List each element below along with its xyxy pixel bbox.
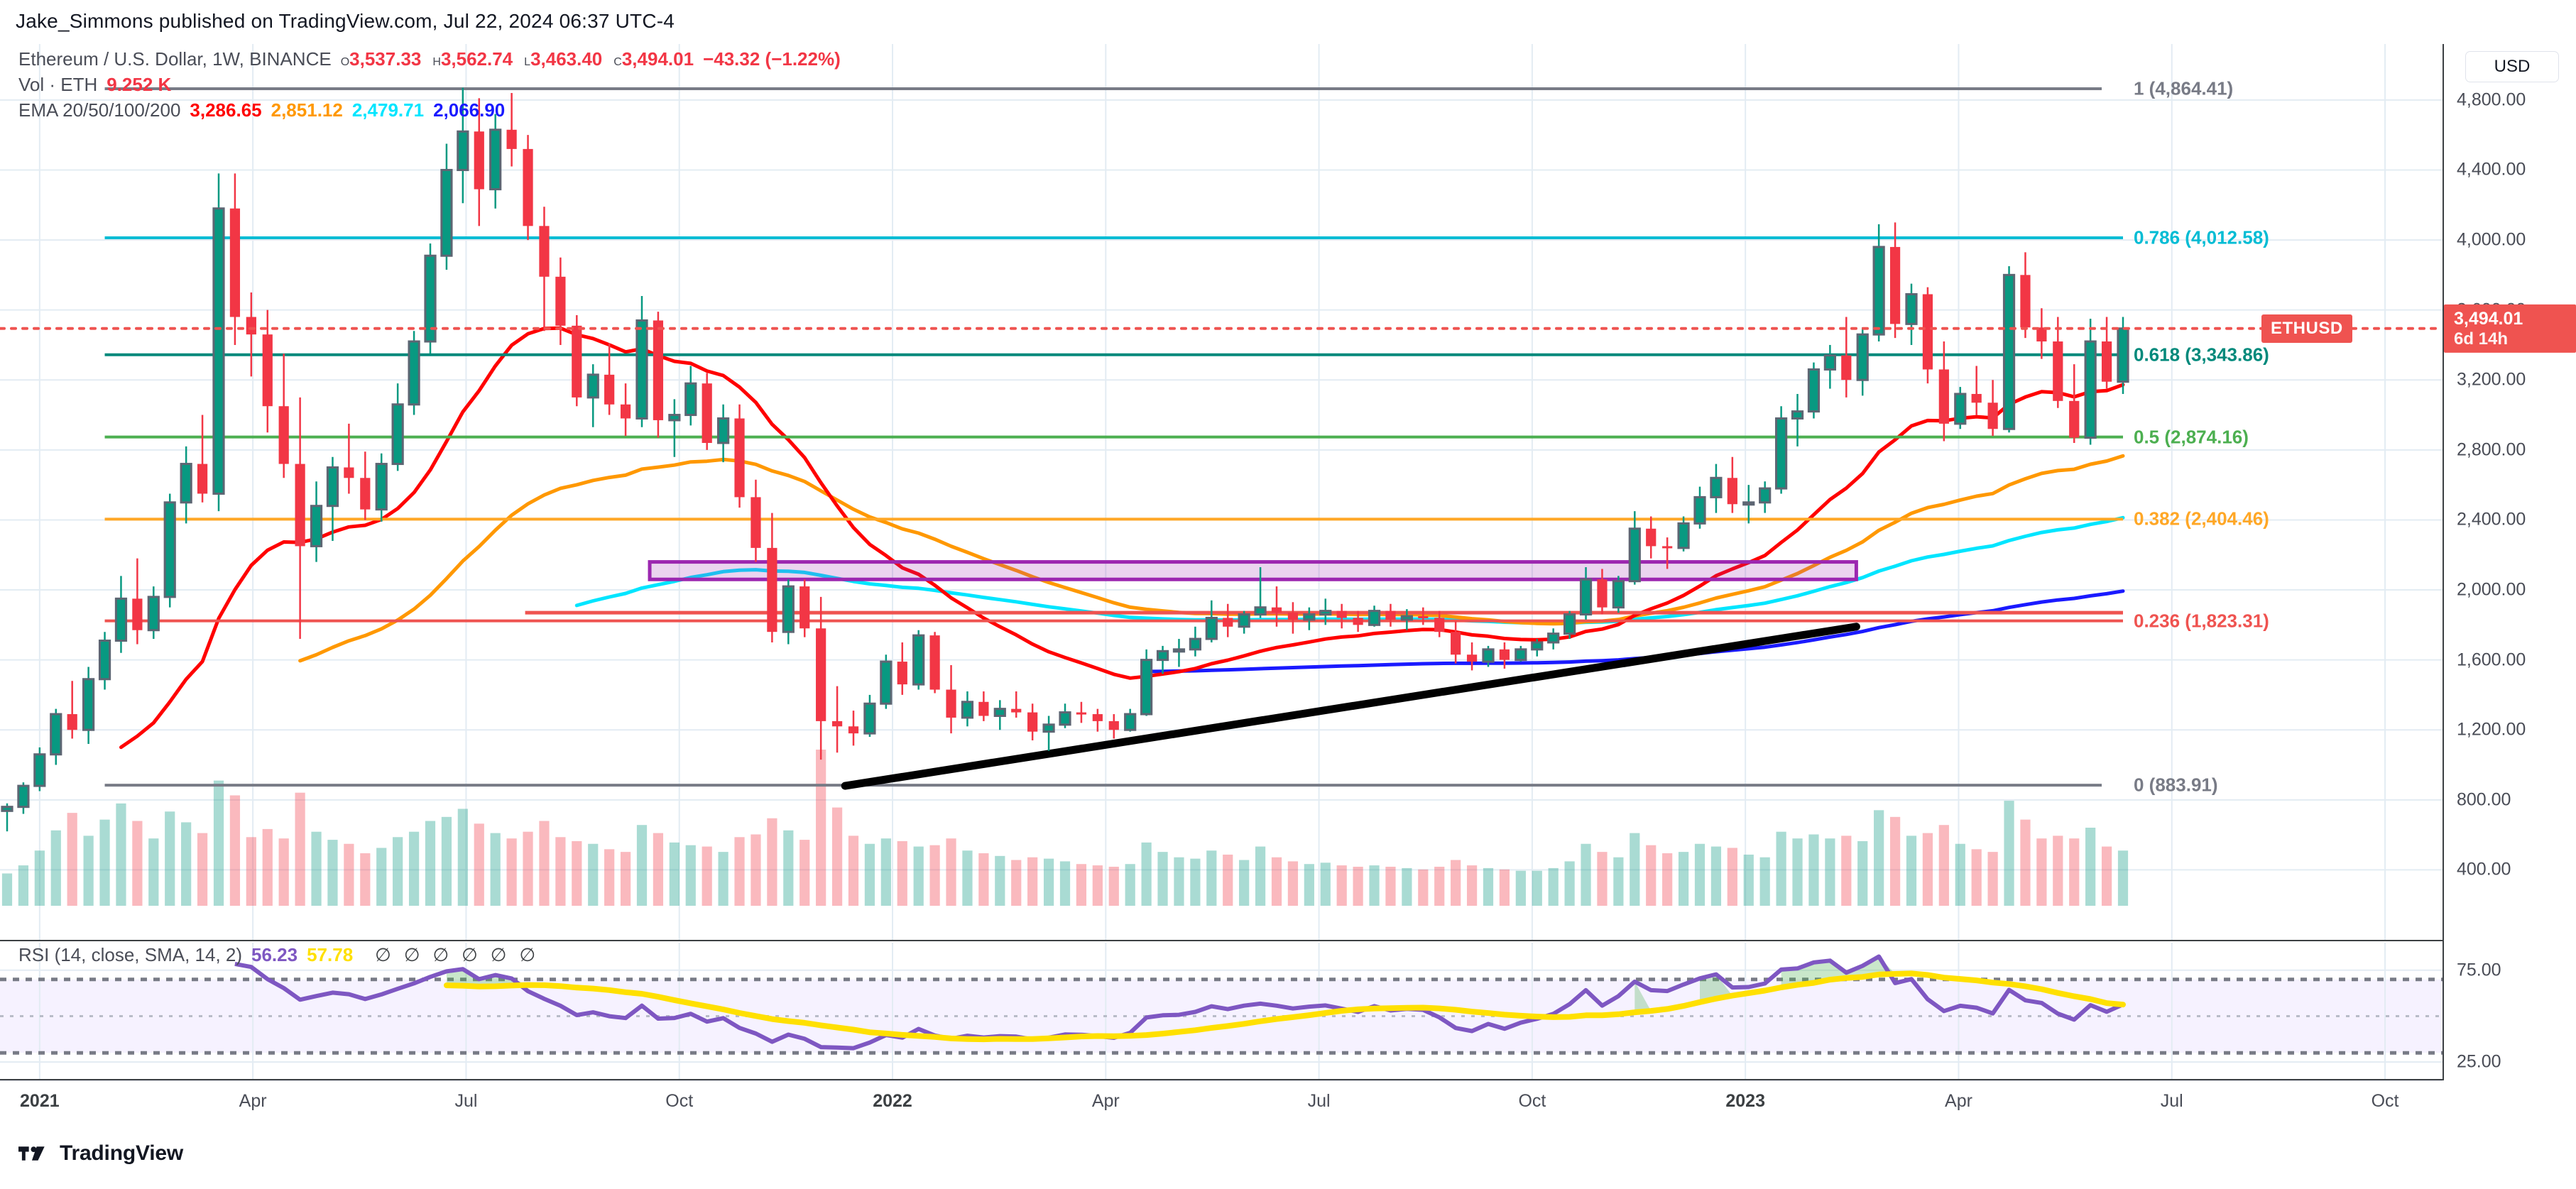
time-axis-tick: Jul: [1307, 1091, 1331, 1111]
price-chart-canvas: [0, 44, 2443, 940]
time-axis-tick: Apr: [1091, 1091, 1120, 1111]
time-axis-tick: Jul: [2160, 1091, 2183, 1111]
price-axis-tick: 2,800.00: [2457, 439, 2526, 460]
price-axis-tick: 1,600.00: [2457, 650, 2526, 670]
price-axis-tick: 4,000.00: [2457, 229, 2526, 250]
price-pane[interactable]: [0, 44, 2443, 940]
rsi-axis-tick: 25.00: [2457, 1051, 2501, 1072]
price-axis-tick: 2,400.00: [2457, 509, 2526, 530]
ethusd-price-tag: ETHUSD: [2261, 314, 2352, 343]
price-axis-tick: 4,400.00: [2457, 159, 2526, 180]
price-axis-tick: 2,000.00: [2457, 579, 2526, 600]
published-byline: Jake_Simmons published on TradingView.co…: [16, 10, 675, 32]
fib-level-label-0: 0 (883.91): [2134, 774, 2218, 796]
rsi-pane-separator: [0, 1079, 2443, 1080]
tradingview-logo-icon: [18, 1146, 45, 1161]
price-axis-tick: 800.00: [2457, 789, 2511, 810]
time-axis-tick: 2022: [873, 1091, 912, 1111]
time-axis-tick: Oct: [1518, 1091, 1546, 1111]
current-price-value: 3,494.01: [2454, 308, 2523, 329]
time-axis-tick: Jul: [454, 1091, 478, 1111]
time-axis-tick: 2023: [1725, 1091, 1765, 1111]
time-scale[interactable]: 2021AprJulOct2022AprJulOct2023AprJulOct2…: [0, 1080, 2443, 1125]
price-axis-tick: 400.00: [2457, 859, 2511, 880]
fib-level-label-0_5: 0.5 (2,874.16): [2134, 426, 2249, 448]
fib-level-label-0_786: 0.786 (4,012.58): [2134, 226, 2269, 248]
rsi-chart-canvas: [0, 943, 2443, 1080]
current-price-badge: 3,494.01 6d 14h: [2444, 304, 2576, 353]
chart-frame: Ethereum / U.S. Dollar, 1W, BINANCE O3,5…: [0, 44, 2443, 1080]
pane-separator: [0, 940, 2443, 941]
time-axis-tick: 2021: [20, 1091, 60, 1111]
tradingview-brand-name: TradingView: [60, 1141, 183, 1165]
current-price-countdown: 6d 14h: [2454, 329, 2509, 349]
fib-level-label-0_618: 0.618 (3,343.86): [2134, 344, 2269, 366]
price-axis-tick: 3,200.00: [2457, 369, 2526, 390]
time-axis-tick: Oct: [2371, 1091, 2399, 1111]
tradingview-brand[interactable]: TradingView: [18, 1141, 183, 1166]
price-scale[interactable]: USD 4,800.004,400.004,000.003,600.003,20…: [2443, 44, 2576, 1080]
fib-level-label-0_382: 0.382 (2,404.46): [2134, 508, 2269, 530]
rsi-axis-tick: 75.00: [2457, 960, 2501, 980]
time-axis-tick: Apr: [239, 1091, 267, 1111]
price-axis-tick: 4,800.00: [2457, 89, 2526, 110]
fib-level-label-1: 1 (4,864.41): [2134, 77, 2234, 99]
rsi-pane[interactable]: [0, 943, 2443, 1080]
time-axis-tick: Apr: [1945, 1091, 1972, 1111]
currency-badge[interactable]: USD: [2465, 51, 2559, 82]
price-axis-tick: 1,200.00: [2457, 719, 2526, 740]
fib-level-label-0_236: 0.236 (1,823.31): [2134, 610, 2269, 632]
time-axis-tick: Oct: [665, 1091, 694, 1111]
